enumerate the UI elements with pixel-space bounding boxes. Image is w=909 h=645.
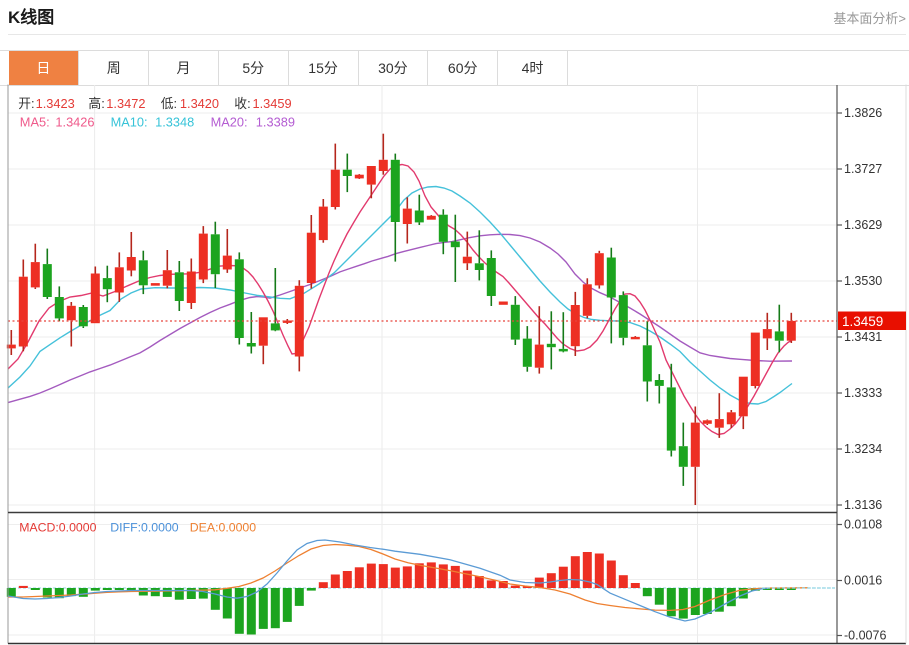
svg-text:1.3727: 1.3727 <box>844 162 882 176</box>
svg-text:1.3431: 1.3431 <box>844 330 882 344</box>
svg-text:1.3826: 1.3826 <box>844 106 882 120</box>
svg-text:1.3629: 1.3629 <box>844 218 882 232</box>
svg-text:1.3234: 1.3234 <box>844 442 882 456</box>
svg-text:1.3530: 1.3530 <box>844 274 882 288</box>
svg-text:1.3136: 1.3136 <box>844 498 882 512</box>
svg-text:1.3333: 1.3333 <box>844 386 882 400</box>
svg-text:-0.0076: -0.0076 <box>844 629 886 643</box>
svg-text:0.0016: 0.0016 <box>844 574 882 588</box>
svg-text:1.3459: 1.3459 <box>842 314 883 329</box>
svg-text:0.0108: 0.0108 <box>844 518 882 532</box>
